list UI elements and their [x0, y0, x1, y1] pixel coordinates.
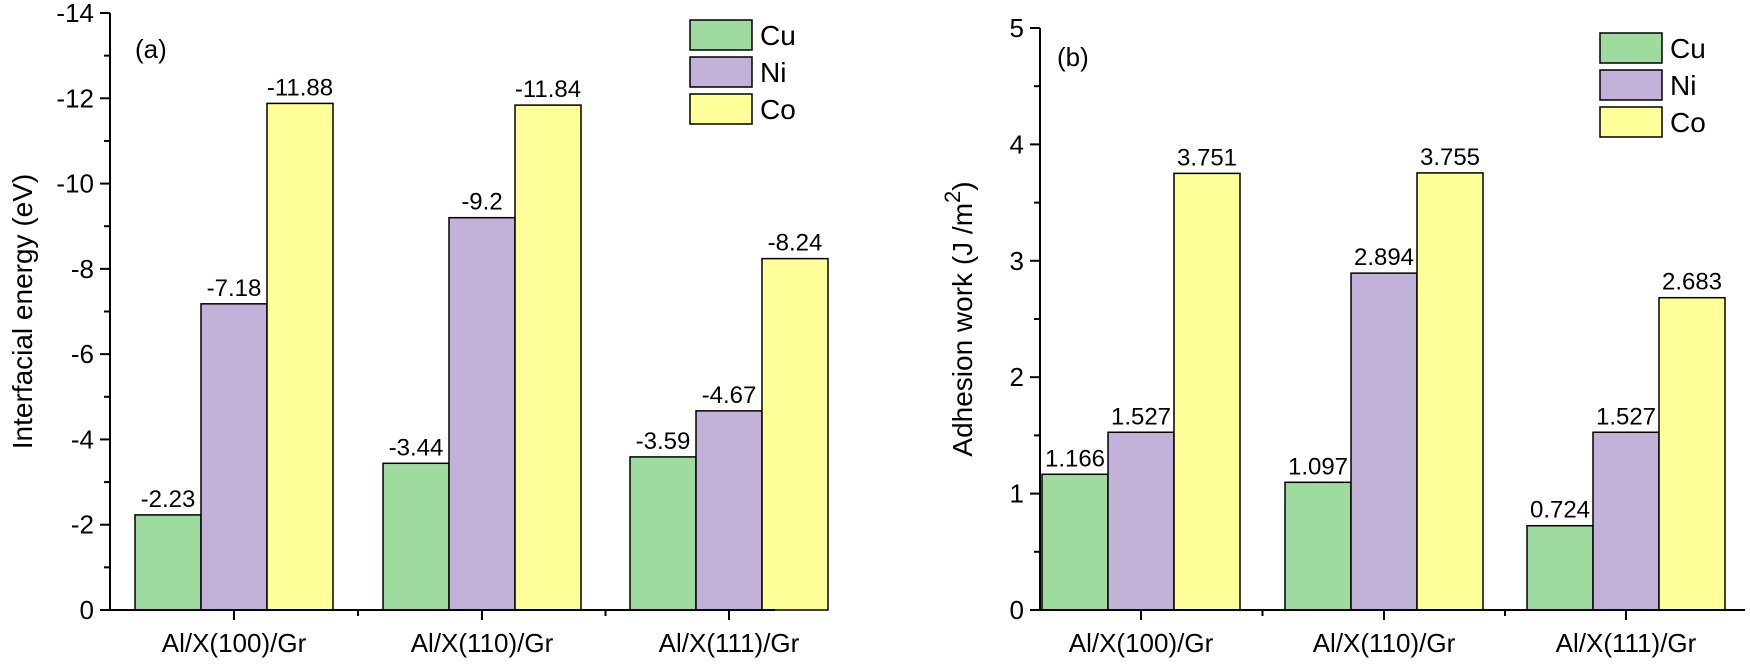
- bar-ni-2: [1350, 272, 1418, 611]
- data-label-cu-2: 1.097: [1288, 453, 1348, 480]
- legend-swatch-cu: [1599, 32, 1663, 64]
- bar-cu-2: [1284, 481, 1352, 611]
- x-tick-label: Al/X(110)/Gr: [1313, 628, 1456, 658]
- bar-cu-2: [382, 462, 450, 611]
- y-axis-title-superscript: 2: [940, 191, 965, 203]
- y-tick-label: -12: [56, 83, 94, 113]
- legend: Cu Ni Co: [1599, 32, 1706, 138]
- data-label-cu-3: 0.724: [1530, 497, 1590, 524]
- y-tick-label: -8: [71, 254, 94, 284]
- y-tick-label: 2: [1010, 362, 1024, 392]
- y-tick-label: -2: [71, 510, 94, 540]
- bar-ni-3: [1592, 431, 1660, 611]
- y-axis-title-suffix: ): [947, 181, 978, 190]
- legend-swatch-ni: [1599, 69, 1663, 101]
- data-label-ni-2: 2.894: [1354, 244, 1414, 271]
- bar-cu-3: [1526, 524, 1594, 611]
- y-tick-label: 0: [80, 595, 94, 625]
- bar-co-2: [514, 104, 582, 611]
- bar-cu-1: [1041, 473, 1109, 611]
- data-label-ni-2: -9.2: [461, 189, 502, 216]
- y-axis-title: Interfacial energy (eV): [7, 174, 38, 449]
- bar-cu-1: [134, 514, 202, 611]
- y-tick-label: -4: [71, 424, 94, 454]
- bar-co-1: [1173, 172, 1241, 611]
- data-label-cu-1: 1.166: [1045, 445, 1105, 472]
- data-label-co-1: -11.88: [267, 74, 333, 101]
- data-label-ni-3: 1.527: [1596, 403, 1656, 430]
- y-tick-label: 1: [1010, 479, 1024, 509]
- panel-label: (b): [1057, 42, 1089, 72]
- x-tick-label: Al/X(110)/Gr: [411, 628, 554, 658]
- x-tick-label: Al/X(100)/Gr: [162, 628, 307, 658]
- y-axis-title-text: Interfacial energy (eV): [7, 174, 38, 449]
- bar-cu-3: [629, 456, 697, 611]
- legend-label-cu: Cu: [760, 20, 796, 51]
- bar-ni-1: [1107, 431, 1175, 611]
- y-tick-label: 5: [1010, 13, 1024, 43]
- bar-co-3: [1658, 296, 1726, 611]
- data-label-co-2: 3.755: [1420, 144, 1480, 171]
- y-tick-label: 0: [1010, 595, 1024, 625]
- bar-co-2: [1416, 172, 1484, 611]
- x-tick-label: Al/X(111)/Gr: [659, 628, 800, 658]
- data-label-co-2: -11.84: [515, 76, 581, 103]
- legend: Cu Ni Co: [689, 19, 796, 125]
- y-tick-label: -14: [56, 0, 94, 28]
- data-label-ni-1: 1.527: [1111, 403, 1171, 430]
- legend-swatch-co: [689, 93, 753, 125]
- y-tick-label: -6: [71, 339, 94, 369]
- chart-panel-b: 1.1661.5273.7511.0972.8943.7550.7241.527…: [940, 13, 1745, 658]
- legend-label-cu: Cu: [1670, 33, 1706, 64]
- y-axis-title-text: Adhesion work (J /m: [947, 203, 978, 457]
- data-label-co-3: -8.24: [768, 230, 823, 257]
- y-tick-label: 3: [1010, 246, 1024, 276]
- legend-swatch-cu: [689, 19, 753, 51]
- y-axis-title: Adhesion work (J /m2): [940, 181, 978, 456]
- data-label-co-1: 3.751: [1177, 144, 1237, 171]
- y-tick-label: 4: [1010, 129, 1024, 159]
- bar-co-3: [761, 257, 829, 611]
- panel-label: (a): [135, 34, 167, 64]
- data-label-co-3: 2.683: [1662, 269, 1722, 296]
- chart-panel-a: -2.23 -7.18 -11.88 -3.44 -9.2 -11.84 -3.59 -4.6…: [7, 0, 829, 658]
- legend-label-ni: Ni: [1670, 70, 1696, 101]
- bar-ni-3: [695, 410, 763, 611]
- legend-swatch-co: [1599, 106, 1663, 138]
- y-tick-label: -10: [56, 169, 94, 199]
- x-tick-label: Al/X(100)/Gr: [1069, 628, 1214, 658]
- legend-swatch-ni: [689, 56, 753, 88]
- legend-label-ni: Ni: [760, 57, 786, 88]
- data-label-cu-3: -3.59: [636, 428, 691, 455]
- bar-ni-1: [200, 303, 268, 611]
- bar-ni-2: [448, 216, 516, 611]
- data-label-ni-1: -7.18: [207, 275, 262, 302]
- legend-label-co: Co: [1670, 107, 1706, 138]
- data-label-cu-2: -3.44: [389, 434, 444, 461]
- legend-label-co: Co: [760, 94, 796, 125]
- bar-co-1: [266, 102, 334, 611]
- data-label-cu-1: -2.23: [141, 486, 196, 513]
- data-label-ni-3: -4.67: [702, 382, 757, 409]
- x-tick-label: Al/X(111)/Gr: [1556, 628, 1697, 658]
